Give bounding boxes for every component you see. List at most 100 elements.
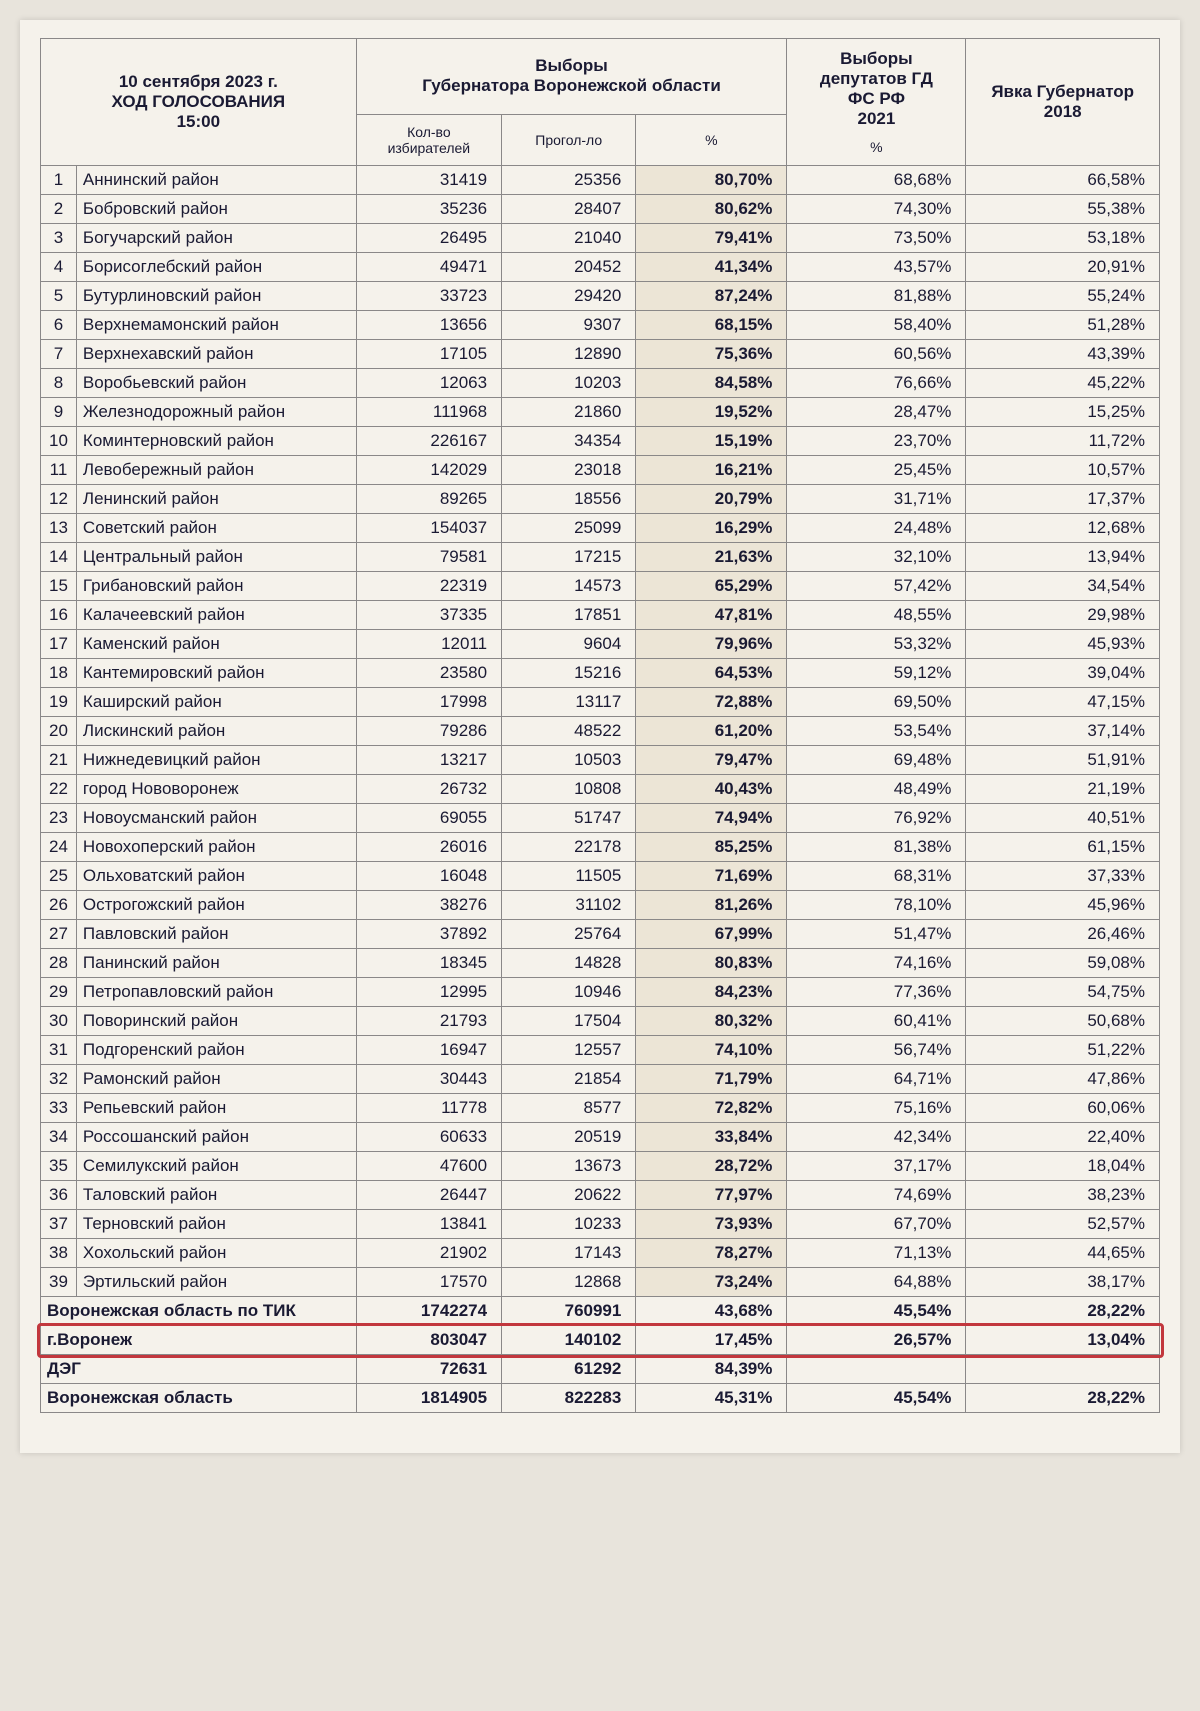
table-row: 3Богучарский район264952104079,41%73,50%… xyxy=(41,224,1160,253)
row-2018: 47,86% xyxy=(966,1065,1160,1094)
row-pct: 80,83% xyxy=(636,949,787,978)
row-index: 14 xyxy=(41,543,77,572)
row-pct: 71,79% xyxy=(636,1065,787,1094)
row-pct: 78,27% xyxy=(636,1239,787,1268)
row-gd2021: 25,45% xyxy=(787,456,966,485)
row-voted: 22178 xyxy=(502,833,636,862)
summary-pct: 45,31% xyxy=(636,1384,787,1413)
row-voters: 12995 xyxy=(356,978,501,1007)
row-index: 3 xyxy=(41,224,77,253)
table-row: 5Бутурлиновский район337232942087,24%81,… xyxy=(41,282,1160,311)
row-index: 39 xyxy=(41,1268,77,1297)
row-index: 24 xyxy=(41,833,77,862)
row-district: Терновский район xyxy=(76,1210,356,1239)
row-district: Подгоренский район xyxy=(76,1036,356,1065)
table-row: 25Ольховатский район160481150571,69%68,3… xyxy=(41,862,1160,891)
row-2018: 53,18% xyxy=(966,224,1160,253)
row-pct: 75,36% xyxy=(636,340,787,369)
row-index: 16 xyxy=(41,601,77,630)
row-district: Коминтерновский район xyxy=(76,427,356,456)
row-2018: 37,33% xyxy=(966,862,1160,891)
summary-name: Воронежская область xyxy=(41,1384,357,1413)
row-voted: 14573 xyxy=(502,572,636,601)
row-voters: 22319 xyxy=(356,572,501,601)
row-district: Петропавловский район xyxy=(76,978,356,1007)
row-voted: 10203 xyxy=(502,369,636,398)
row-index: 11 xyxy=(41,456,77,485)
row-2018: 45,93% xyxy=(966,630,1160,659)
row-district: Нижнедевицкий район xyxy=(76,746,356,775)
row-district: Железнодорожный район xyxy=(76,398,356,427)
row-district: Кантемировский район xyxy=(76,659,356,688)
row-index: 36 xyxy=(41,1181,77,1210)
row-gd2021: 76,66% xyxy=(787,369,966,398)
summary-row: г.Воронеж80304714010217,45%26,57%13,04% xyxy=(41,1326,1160,1355)
row-district: Борисоглебский район xyxy=(76,253,356,282)
row-district: Советский район xyxy=(76,514,356,543)
table-row: 11Левобережный район1420292301816,21%25,… xyxy=(41,456,1160,485)
table-row: 13Советский район1540372509916,29%24,48%… xyxy=(41,514,1160,543)
table-row: 2Бобровский район352362840780,62%74,30%5… xyxy=(41,195,1160,224)
row-district: Бутурлиновский район xyxy=(76,282,356,311)
table-row: 34Россошанский район606332051933,84%42,3… xyxy=(41,1123,1160,1152)
table-row: 23Новоусманский район690555174774,94%76,… xyxy=(41,804,1160,833)
row-voted: 12868 xyxy=(502,1268,636,1297)
row-2018: 45,96% xyxy=(966,891,1160,920)
row-pct: 84,23% xyxy=(636,978,787,1007)
row-voted: 17143 xyxy=(502,1239,636,1268)
header-group-gd2021: Выборы депутатов ГД ФС РФ 2021 % xyxy=(787,39,966,166)
table-row: 15Грибановский район223191457365,29%57,4… xyxy=(41,572,1160,601)
row-2018: 18,04% xyxy=(966,1152,1160,1181)
row-pct: 33,84% xyxy=(636,1123,787,1152)
table-row: 29Петропавловский район129951094684,23%7… xyxy=(41,978,1160,1007)
row-index: 19 xyxy=(41,688,77,717)
turnout-table: 10 сентября 2023 г. ХОД ГОЛОСОВАНИЯ 15:0… xyxy=(40,38,1160,1413)
row-2018: 40,51% xyxy=(966,804,1160,833)
row-district: Россошанский район xyxy=(76,1123,356,1152)
row-pct: 40,43% xyxy=(636,775,787,804)
row-2018: 52,57% xyxy=(966,1210,1160,1239)
row-gd2021: 48,49% xyxy=(787,775,966,804)
table-row: 10Коминтерновский район2261673435415,19%… xyxy=(41,427,1160,456)
row-index: 7 xyxy=(41,340,77,369)
row-gd2021: 77,36% xyxy=(787,978,966,1007)
row-district: Семилукский район xyxy=(76,1152,356,1181)
row-gd2021: 32,10% xyxy=(787,543,966,572)
summary-row: ДЭГ726316129284,39% xyxy=(41,1355,1160,1384)
row-district: Каширский район xyxy=(76,688,356,717)
row-gd2021: 75,16% xyxy=(787,1094,966,1123)
summary-name: Воронежская область по ТИК xyxy=(41,1297,357,1326)
header-time: 15:00 xyxy=(49,112,348,132)
row-voters: 33723 xyxy=(356,282,501,311)
row-voted: 10233 xyxy=(502,1210,636,1239)
row-voters: 18345 xyxy=(356,949,501,978)
row-gd2021: 64,71% xyxy=(787,1065,966,1094)
row-voted: 14828 xyxy=(502,949,636,978)
row-gd2021: 31,71% xyxy=(787,485,966,514)
row-pct: 28,72% xyxy=(636,1152,787,1181)
row-gd2021: 43,57% xyxy=(787,253,966,282)
row-district: Бобровский район xyxy=(76,195,356,224)
header-left: 10 сентября 2023 г. ХОД ГОЛОСОВАНИЯ 15:0… xyxy=(41,39,357,166)
row-index: 8 xyxy=(41,369,77,398)
row-pct: 73,93% xyxy=(636,1210,787,1239)
row-index: 20 xyxy=(41,717,77,746)
row-pct: 65,29% xyxy=(636,572,787,601)
row-voted: 18556 xyxy=(502,485,636,514)
row-pct: 79,47% xyxy=(636,746,787,775)
table-row: 17Каменский район12011960479,96%53,32%45… xyxy=(41,630,1160,659)
summary-voters: 72631 xyxy=(356,1355,501,1384)
row-2018: 22,40% xyxy=(966,1123,1160,1152)
table-row: 7Верхнехавский район171051289075,36%60,5… xyxy=(41,340,1160,369)
row-gd2021: 42,34% xyxy=(787,1123,966,1152)
row-voters: 26732 xyxy=(356,775,501,804)
table-row: 19Каширский район179981311772,88%69,50%4… xyxy=(41,688,1160,717)
table-body: 1Аннинский район314192535680,70%68,68%66… xyxy=(41,166,1160,1297)
row-voters: 69055 xyxy=(356,804,501,833)
row-pct: 64,53% xyxy=(636,659,787,688)
table-row: 14Центральный район795811721521,63%32,10… xyxy=(41,543,1160,572)
row-voted: 10946 xyxy=(502,978,636,1007)
summary-voters: 1814905 xyxy=(356,1384,501,1413)
row-pct: 80,32% xyxy=(636,1007,787,1036)
subheader-pct: % xyxy=(636,114,787,165)
